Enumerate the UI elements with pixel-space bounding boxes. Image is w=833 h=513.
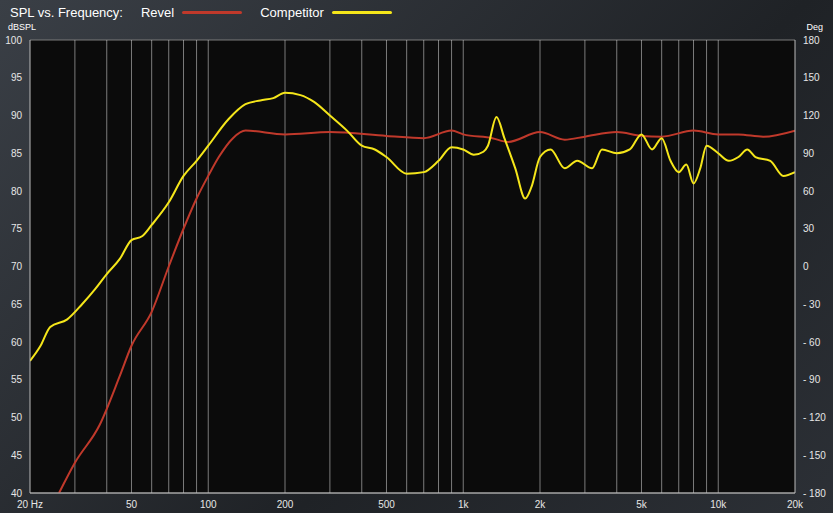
svg-text:- 90: - 90 bbox=[803, 374, 821, 385]
svg-text:90: 90 bbox=[803, 148, 815, 159]
svg-text:75: 75 bbox=[11, 223, 23, 234]
svg-text:20 Hz: 20 Hz bbox=[17, 499, 43, 510]
svg-text:20k: 20k bbox=[787, 499, 804, 510]
svg-text:- 180: - 180 bbox=[803, 488, 826, 499]
svg-text:55: 55 bbox=[11, 374, 23, 385]
svg-text:70: 70 bbox=[11, 261, 23, 272]
svg-text:10k: 10k bbox=[710, 499, 727, 510]
svg-text:5k: 5k bbox=[636, 499, 648, 510]
svg-text:2k: 2k bbox=[535, 499, 547, 510]
svg-text:65: 65 bbox=[11, 299, 23, 310]
svg-text:45: 45 bbox=[11, 450, 23, 461]
svg-text:150: 150 bbox=[803, 72, 820, 83]
svg-text:- 30: - 30 bbox=[803, 299, 821, 310]
svg-text:- 150: - 150 bbox=[803, 450, 826, 461]
svg-text:50: 50 bbox=[11, 412, 23, 423]
svg-text:180: 180 bbox=[803, 35, 820, 46]
svg-text:95: 95 bbox=[11, 72, 23, 83]
svg-text:- 60: - 60 bbox=[803, 337, 821, 348]
svg-text:40: 40 bbox=[11, 488, 23, 499]
svg-text:100: 100 bbox=[5, 35, 22, 46]
svg-text:60: 60 bbox=[11, 337, 23, 348]
svg-text:120: 120 bbox=[803, 110, 820, 121]
svg-text:200: 200 bbox=[277, 499, 294, 510]
svg-text:1k: 1k bbox=[458, 499, 470, 510]
html-text:Revel: Revel bbox=[141, 5, 175, 20]
svg-text:80: 80 bbox=[11, 186, 23, 197]
svg-text:- 120: - 120 bbox=[803, 412, 826, 423]
html-text:dBSPL: dBSPL bbox=[8, 22, 36, 32]
svg-text:500: 500 bbox=[378, 499, 395, 510]
svg-text:90: 90 bbox=[11, 110, 23, 121]
html-text:SPL vs. Frequency:: SPL vs. Frequency: bbox=[10, 5, 123, 20]
svg-text:30: 30 bbox=[803, 223, 815, 234]
html-text:Competitor: Competitor bbox=[260, 5, 324, 20]
svg-text:100: 100 bbox=[200, 499, 217, 510]
svg-text:85: 85 bbox=[11, 148, 23, 159]
html-text:Deg: Deg bbox=[806, 22, 823, 32]
svg-text:50: 50 bbox=[126, 499, 138, 510]
svg-text:0: 0 bbox=[803, 261, 809, 272]
svg-text:60: 60 bbox=[803, 186, 815, 197]
